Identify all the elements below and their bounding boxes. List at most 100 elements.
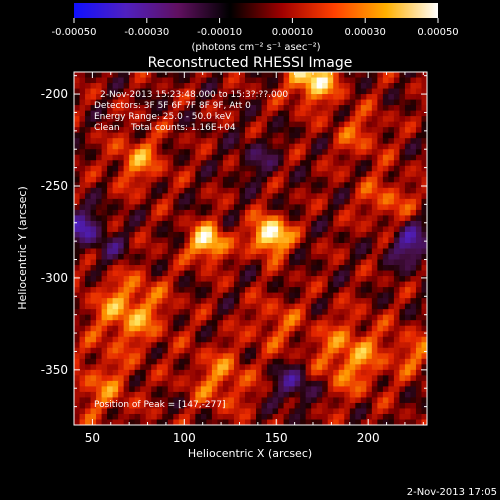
- heatmap-cell: [250, 419, 257, 425]
- heatmap-cell: [261, 110, 268, 117]
- heatmap-cell: [305, 287, 312, 294]
- heatmap-cell: [129, 121, 136, 128]
- heatmap-cell: [151, 375, 158, 382]
- heatmap-cell: [272, 198, 279, 205]
- heatmap-cell: [184, 220, 191, 228]
- heatmap-cell: [305, 237, 312, 244]
- heatmap-cell: [239, 369, 246, 376]
- heatmap-cell: [393, 408, 401, 415]
- heatmap-cell: [184, 171, 191, 178]
- heatmap-cell: [289, 397, 296, 404]
- heatmap-cell: [344, 121, 351, 128]
- heatmap-cell: [327, 220, 334, 228]
- heatmap-cell: [305, 88, 312, 95]
- heatmap-cell: [311, 209, 318, 217]
- heatmap-cell: [145, 99, 152, 106]
- heatmap-cell: [399, 160, 406, 167]
- heatmap-cell: [410, 182, 417, 189]
- heatmap-cell: [85, 413, 92, 421]
- heatmap-cell: [366, 231, 373, 239]
- heatmap-cell: [228, 380, 235, 387]
- heatmap-cell: [289, 259, 296, 266]
- heatmap-cell: [134, 248, 141, 255]
- heatmap-cell: [410, 364, 417, 371]
- heatmap-cell: [162, 408, 169, 415]
- heatmap-cell: [360, 77, 367, 84]
- heatmap-cell: [162, 309, 169, 316]
- heatmap-cell: [421, 220, 427, 228]
- heatmap-cell: [300, 419, 307, 425]
- heatmap-cell: [184, 419, 191, 425]
- heatmap-cell: [145, 413, 152, 421]
- heatmap-cell: [151, 127, 158, 134]
- heatmap-cell: [134, 116, 141, 123]
- heatmap-cell: [74, 254, 81, 261]
- heatmap-cell: [79, 138, 86, 145]
- heatmap-cell: [200, 182, 207, 189]
- heatmap-cell: [399, 154, 406, 161]
- heatmap-cell: [184, 347, 191, 354]
- heatmap-cell: [305, 375, 312, 382]
- heatmap-cell: [233, 242, 241, 250]
- heatmap-cell: [366, 298, 373, 305]
- heatmap-cell: [415, 198, 423, 205]
- heatmap-cell: [250, 325, 257, 332]
- heatmap-cell: [173, 347, 180, 354]
- heatmap-cell: [300, 176, 307, 183]
- heatmap-cell: [399, 336, 406, 343]
- heatmap-cell: [316, 369, 323, 376]
- heatmap-cell: [244, 138, 252, 145]
- heatmap-cell: [388, 353, 395, 360]
- heatmap-cell: [333, 292, 340, 299]
- heatmap-cell: [289, 254, 296, 261]
- heatmap-cell: [366, 325, 373, 332]
- heatmap-cell: [85, 121, 92, 128]
- heatmap-cell: [129, 298, 136, 305]
- heatmap-cell: [195, 143, 202, 150]
- heatmap-cell: [366, 358, 373, 365]
- heatmap-cell: [393, 154, 401, 161]
- heatmap-cell: [195, 77, 202, 84]
- heatmap-cell: [156, 391, 163, 399]
- heatmap-cell: [79, 408, 86, 415]
- heatmap-cell: [200, 160, 207, 167]
- heatmap-cell: [151, 303, 158, 310]
- heatmap-cell: [151, 110, 158, 117]
- heatmap-cell: [393, 380, 401, 387]
- heatmap-cell: [101, 94, 108, 101]
- heatmap-cell: [101, 77, 108, 84]
- heatmap-cell: [129, 132, 136, 139]
- heatmap-cell: [311, 110, 318, 117]
- heatmap-cell: [123, 143, 130, 150]
- heatmap-cell: [250, 320, 257, 327]
- heatmap-cell: [322, 198, 329, 205]
- heatmap-cell: [388, 281, 395, 288]
- heatmap-cell: [377, 287, 384, 294]
- heatmap-cell: [189, 198, 196, 205]
- heatmap-cell: [393, 303, 401, 310]
- heatmap-cell: [333, 209, 340, 217]
- heatmap-cell: [404, 121, 412, 128]
- heatmap-cell: [399, 99, 406, 106]
- heatmap-cell: [118, 127, 125, 134]
- heatmap-cell: [322, 110, 329, 117]
- heatmap-cell: [162, 358, 169, 365]
- heatmap-cell: [366, 204, 373, 211]
- heatmap-cell: [90, 270, 97, 277]
- heatmap-cell: [316, 198, 323, 205]
- heatmap-cell: [140, 198, 147, 205]
- heatmap-cell: [349, 402, 356, 410]
- heatmap-cell: [173, 309, 180, 316]
- heatmap-cell: [96, 419, 103, 425]
- heatmap-cell: [289, 408, 296, 415]
- heatmap-cell: [211, 358, 219, 365]
- heatmap-cell: [233, 121, 241, 128]
- heatmap-cell: [377, 149, 384, 156]
- heatmap-cell: [300, 331, 307, 338]
- heatmap-cell: [404, 171, 412, 178]
- heatmap-cell: [140, 342, 147, 349]
- heatmap-cell: [272, 336, 279, 343]
- heatmap-cell: [250, 298, 257, 305]
- heatmap-cell: [272, 309, 279, 316]
- heatmap-cell: [410, 94, 417, 101]
